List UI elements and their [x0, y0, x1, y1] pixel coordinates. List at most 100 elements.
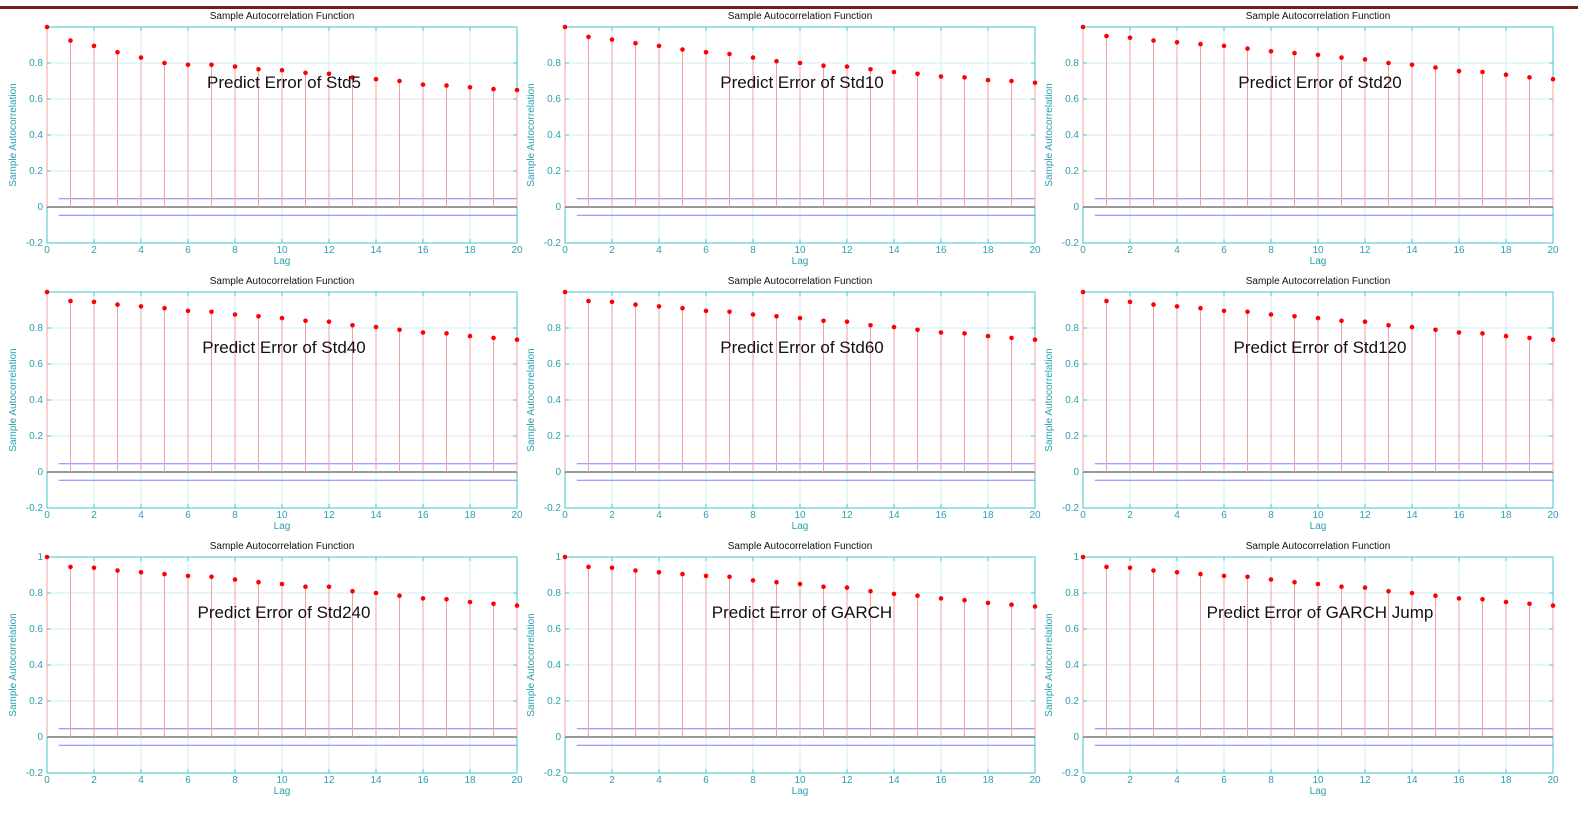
acf-marker: [420, 82, 426, 87]
x-tick-label: 20: [1547, 775, 1559, 786]
y-tick-label: 0.8: [1065, 58, 1079, 69]
x-tick-label: 14: [1406, 775, 1418, 786]
acf-marker: [891, 69, 897, 75]
y-tick-label: 0: [555, 467, 561, 478]
x-tick-label: 4: [138, 510, 144, 521]
x-tick-label: 18: [1500, 510, 1512, 521]
y-tick-label: 0: [37, 202, 43, 213]
x-tick-label: 20: [1029, 510, 1041, 521]
series-annotation: Predict Error of GARCH: [712, 603, 892, 622]
y-tick-label: 0.6: [1065, 359, 1079, 370]
acf-marker: [326, 71, 332, 77]
acf-marker: [1527, 335, 1532, 341]
acf-marker: [138, 55, 144, 60]
acf-marker: [444, 331, 449, 336]
x-tick-label: 12: [1359, 775, 1371, 786]
y-axis-label: Sample Autocorrelation: [1044, 613, 1055, 716]
x-tick-label: 18: [464, 510, 476, 521]
acf-marker: [915, 71, 920, 77]
acf-marker: [821, 63, 826, 68]
acf-marker: [397, 78, 402, 84]
acf-marker: [891, 591, 897, 597]
y-tick-label: 0.6: [547, 359, 561, 370]
acf-marker: [256, 67, 261, 72]
acf-marker: [1480, 69, 1485, 75]
x-tick-label: 20: [511, 245, 523, 256]
acf-marker: [1245, 46, 1250, 51]
x-tick-label: 18: [982, 775, 994, 786]
acf-marker: [703, 49, 709, 55]
acf-marker: [514, 87, 520, 93]
acf-marker: [185, 573, 191, 579]
acf-marker: [1362, 585, 1368, 590]
acf-marker: [209, 574, 214, 580]
y-axis-label: Sample Autocorrelation: [526, 83, 537, 186]
x-tick-label: 16: [417, 510, 429, 521]
x-tick-label: 2: [91, 510, 97, 521]
acf-marker: [1198, 571, 1203, 577]
x-tick-label: 12: [841, 245, 853, 256]
x-tick-label: 6: [1221, 775, 1227, 786]
y-axis-label: Sample Autocorrelation: [8, 83, 19, 186]
acf-panel-std240: Sample Autocorrelation Function 0 2 4 6 8 10 12…: [0, 538, 523, 803]
y-tick-label: 0.8: [29, 323, 43, 334]
chart-title: Sample Autocorrelation Function: [1246, 276, 1391, 287]
acf-marker: [1032, 337, 1038, 342]
x-tick-label: 16: [935, 775, 947, 786]
x-tick-label: 0: [562, 510, 568, 521]
x-axis-label: Lag: [1310, 521, 1327, 532]
x-tick-label: 6: [185, 510, 191, 521]
y-tick-label: 0.8: [547, 58, 561, 69]
acf-marker: [232, 64, 238, 69]
series-annotation: Predict Error of Std10: [720, 73, 883, 92]
acf-marker: [680, 47, 685, 52]
x-tick-label: 0: [44, 245, 50, 256]
y-tick-label: 0.8: [1065, 323, 1079, 334]
acf-panel-std40: Sample Autocorrelation Function 0 2 4 6 8 10 12…: [0, 273, 523, 538]
acf-marker: [1127, 35, 1133, 41]
acf-marker: [420, 330, 426, 335]
acf-marker: [844, 64, 850, 69]
x-tick-label: 0: [1080, 775, 1086, 786]
acf-marker: [1456, 596, 1462, 601]
y-axis-label: Sample Autocorrelation: [8, 348, 19, 451]
acf-marker: [1104, 33, 1109, 39]
acf-marker: [44, 24, 50, 30]
x-tick-label: 6: [185, 775, 191, 786]
x-tick-label: 16: [417, 775, 429, 786]
acf-marker: [1433, 593, 1438, 598]
y-tick-label: 1: [555, 552, 561, 563]
acf-marker: [279, 315, 285, 321]
y-tick-label: 0.2: [1065, 431, 1079, 442]
acf-marker: [562, 554, 568, 560]
acf-marker: [444, 83, 449, 88]
x-tick-label: 18: [982, 510, 994, 521]
x-tick-label: 10: [794, 775, 806, 786]
y-tick-label: 0.4: [547, 395, 561, 406]
acf-marker: [1433, 65, 1438, 70]
acf-marker: [844, 319, 850, 324]
x-tick-label: 14: [1406, 245, 1418, 256]
x-tick-label: 18: [1500, 775, 1512, 786]
acf-marker: [656, 43, 662, 49]
x-tick-label: 12: [1359, 245, 1371, 256]
chart-title: Sample Autocorrelation Function: [728, 11, 873, 22]
x-tick-label: 8: [232, 775, 238, 786]
acf-marker: [1550, 76, 1556, 82]
acf-panel-std10: Sample Autocorrelation Function 0 2 4 6 8 10 12…: [518, 8, 1041, 273]
acf-marker: [938, 596, 944, 601]
x-tick-label: 0: [1080, 510, 1086, 521]
acf-marker: [1080, 24, 1086, 30]
acf-marker: [467, 599, 473, 605]
acf-marker: [1151, 302, 1156, 307]
x-tick-label: 14: [888, 245, 900, 256]
acf-marker: [915, 327, 920, 333]
acf-marker: [44, 554, 50, 560]
acf-marker: [562, 24, 568, 30]
acf-marker: [1339, 318, 1344, 324]
x-tick-label: 8: [1268, 245, 1274, 256]
acf-marker: [279, 67, 285, 73]
y-tick-label: -0.2: [26, 768, 44, 779]
